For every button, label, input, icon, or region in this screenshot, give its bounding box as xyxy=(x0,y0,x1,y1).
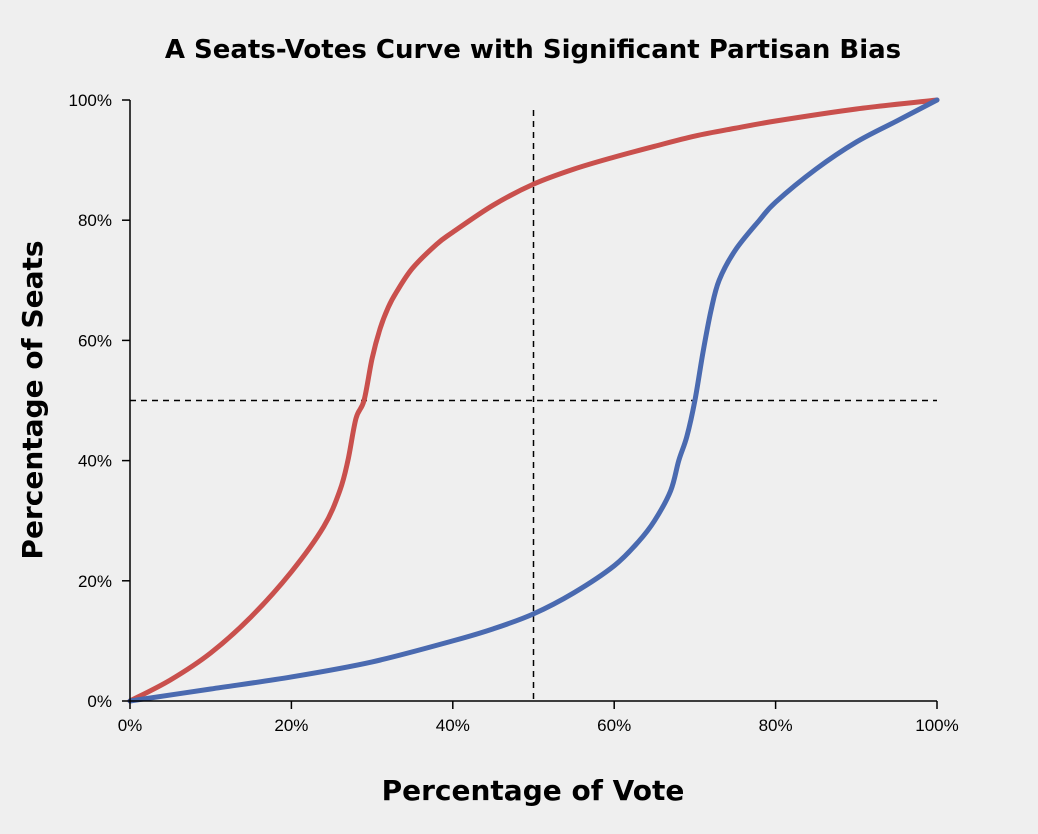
x-tick-label: 40% xyxy=(436,716,470,735)
y-axis-ticks: 0% 20% 40% 60% 80% 100% xyxy=(69,91,130,711)
x-tick-label: 80% xyxy=(759,716,793,735)
x-tick-label: 60% xyxy=(597,716,631,735)
x-tick-label: 100% xyxy=(915,716,958,735)
y-tick-label: 20% xyxy=(78,572,112,591)
axes xyxy=(129,100,937,702)
y-tick-label: 80% xyxy=(78,211,112,230)
reference-lines xyxy=(130,110,937,701)
chart-title: A Seats-Votes Curve with Significant Par… xyxy=(165,35,901,65)
y-tick-label: 0% xyxy=(87,692,112,711)
x-tick-label: 0% xyxy=(118,716,143,735)
y-tick-label: 40% xyxy=(78,452,112,471)
series-line-red xyxy=(127,97,940,704)
x-axis-ticks: 0% 20% 40% 60% 80% 100% xyxy=(118,701,959,735)
x-axis-title: Percentage of Vote xyxy=(382,774,685,807)
series-curves xyxy=(127,97,940,704)
y-axis-title: Percentage of Seats xyxy=(16,240,49,559)
x-tick-label: 20% xyxy=(274,716,308,735)
y-tick-label: 100% xyxy=(69,91,112,110)
y-tick-label: 60% xyxy=(78,331,112,350)
series-line-blue xyxy=(127,97,940,704)
